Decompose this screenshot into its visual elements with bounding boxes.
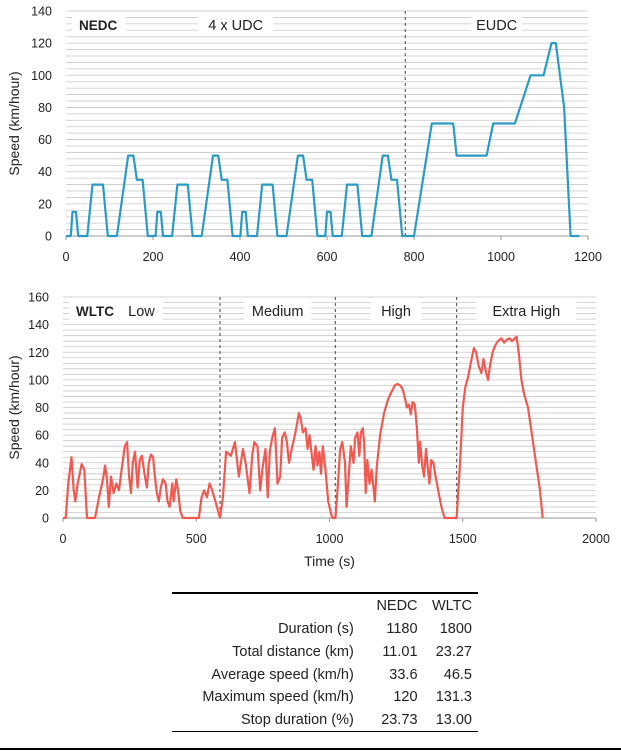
x-axis-title: Time (s) <box>304 553 355 569</box>
y-tick-label: 60 <box>38 133 52 147</box>
y-tick-label: 60 <box>35 429 49 443</box>
phase-label: High <box>381 304 411 320</box>
y-tick-label: 20 <box>38 197 52 211</box>
x-tick-label: 600 <box>317 250 338 264</box>
x-tick-label: 2000 <box>582 532 610 546</box>
wltc-value: 1800 <box>439 621 472 638</box>
y-tick-label: 80 <box>35 401 49 415</box>
bottom-rule <box>0 748 621 750</box>
x-tick-label: 1500 <box>449 532 477 546</box>
nedc-value: 33.6 <box>389 666 418 683</box>
nedc-value: 120 <box>393 689 418 706</box>
table-row: Maximum speed (km/h) 120 131.3 <box>172 686 478 709</box>
wltc-value: 23.27 <box>435 644 472 661</box>
phase-label: Medium <box>252 304 304 320</box>
cycle-tag-box <box>72 15 126 35</box>
y-tick-label: 160 <box>28 291 49 305</box>
row-label: Total distance (km) <box>232 644 354 661</box>
row-label: Average speed (km/h) <box>211 666 354 683</box>
nedc-value: 1180 <box>386 621 418 638</box>
y-tick-label: 0 <box>42 512 49 526</box>
phase-label: Extra High <box>492 304 560 320</box>
table-row: Total distance (km) 11.01 23.27 <box>172 641 478 664</box>
x-tick-label: 0 <box>60 532 67 546</box>
phase-label: EUDC <box>476 18 517 34</box>
table-row: Average speed (km/h) 33.6 46.5 <box>172 663 478 686</box>
x-tick-label: 1200 <box>574 250 602 264</box>
wltc-speed-chart: 0 20 40 60 80 100 120 140 160 0 500 1000 1500 2000 Spe… <box>6 291 610 570</box>
nedc-speed-chart: 0 20 40 60 80 100 120 140 0 200 400 600 800 1000 1200 S… <box>6 5 602 265</box>
phase-label-box <box>471 14 523 35</box>
cycle-comparison-table: NEDC WLTC Duration (s) 1180 1800 Total d… <box>172 592 478 733</box>
x-tick-label: 1000 <box>487 250 515 264</box>
wltc-value: 131.3 <box>435 689 472 706</box>
y-tick-label: 20 <box>35 484 49 498</box>
wltc-value: 13.00 <box>423 708 478 733</box>
y-tick-label: 0 <box>45 230 52 244</box>
gridlines <box>66 10 588 230</box>
x-tick-label: 400 <box>230 250 251 264</box>
cycle-tag: WLTC <box>76 304 114 319</box>
phase-label-box <box>244 300 312 321</box>
cycle-tag-box <box>69 301 123 321</box>
x-tick-label: 800 <box>404 250 425 264</box>
phase-label-box <box>370 300 422 321</box>
phase-label-box <box>197 14 274 35</box>
table-header-row: NEDC WLTC <box>172 592 478 618</box>
x-tick-label: 200 <box>143 250 164 264</box>
y-tick-label: 40 <box>38 165 52 179</box>
gridlines <box>63 296 596 513</box>
y-axis-title: Speed (km/hour) <box>6 355 22 459</box>
phase-label-box <box>476 300 577 321</box>
wltc-value: 46.5 <box>443 666 472 683</box>
header-blank <box>172 592 368 618</box>
header-nedc: NEDC <box>367 592 424 618</box>
y-tick-label: 120 <box>28 346 49 360</box>
y-tick-label: 100 <box>28 373 49 387</box>
header-wltc: WLTC <box>423 592 478 618</box>
y-axis-title: Speed (km/hour) <box>6 71 22 175</box>
x-tick-label: 1000 <box>316 532 344 546</box>
x-tick-label: 500 <box>186 532 207 546</box>
y-tick-label: 80 <box>38 101 52 115</box>
row-label: Duration (s) <box>278 621 354 638</box>
y-tick-label: 40 <box>35 456 49 470</box>
row-label: Maximum speed (km/h) <box>202 689 354 706</box>
phase-label: Low <box>128 304 155 320</box>
y-tick-label: 140 <box>31 5 52 19</box>
table-row: Stop duration (%) 23.73 13.00 <box>172 708 478 733</box>
phase-label: 4 x UDC <box>208 18 263 34</box>
speed-series-line <box>66 41 580 238</box>
phase-label-box <box>120 300 163 321</box>
cycle-tag: NEDC <box>79 18 118 33</box>
x-tick-label: 0 <box>63 250 70 264</box>
speed-series-line <box>63 335 544 520</box>
row-label: Stop duration (%) <box>172 708 368 733</box>
nedc-value: 23.73 <box>367 708 424 733</box>
table-row: Duration (s) 1180 1800 <box>172 618 478 641</box>
y-tick-label: 140 <box>28 318 49 332</box>
nedc-value: 11.01 <box>382 644 418 661</box>
y-tick-label: 120 <box>31 37 52 51</box>
y-tick-label: 100 <box>31 69 52 83</box>
